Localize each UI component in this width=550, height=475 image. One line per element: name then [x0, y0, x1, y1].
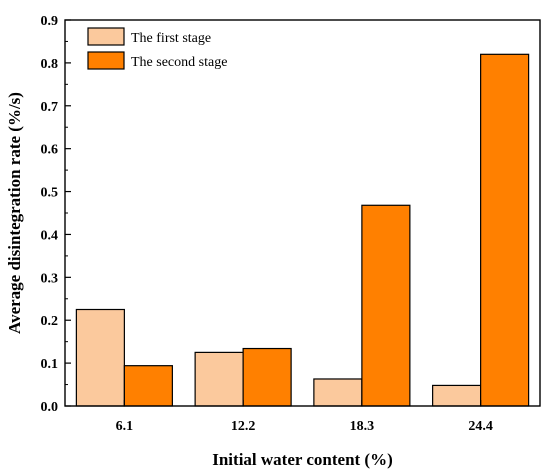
x-axis: 6.1 12.2 18.3 24.4 [116, 400, 493, 434]
legend-swatch-first-stage [87, 27, 125, 46]
x-tick-label-3: 24.4 [468, 419, 493, 434]
y-tick-label-5: 0.5 [41, 186, 59, 201]
bar-second-stage-1 [242, 347, 292, 407]
bar-second-stage-3 [480, 53, 530, 407]
y-tick-label-0: 0.0 [41, 400, 59, 415]
x-tick-label-0: 6.1 [116, 419, 134, 434]
bar-first-stage-0 [75, 308, 125, 407]
y-tick-label-3: 0.3 [41, 271, 59, 286]
bar-first-stage-2 [313, 378, 363, 407]
bar-second-stage-2 [361, 204, 411, 407]
y-axis-title: Average disintegration rate (%/s) [5, 92, 24, 334]
bar-second-stage-0 [123, 365, 173, 407]
x-tick-label-2: 18.3 [350, 419, 375, 434]
y-tick-label-8: 0.8 [41, 57, 59, 72]
x-tick-label-1: 12.2 [231, 419, 256, 434]
y-axis: 0.0 0.1 0.2 0.3 0.4 0.5 0.6 0.7 0.8 0.9 [41, 14, 71, 415]
plot-frame [64, 19, 541, 407]
y-tick-label-9: 0.9 [41, 14, 59, 29]
y-tick-label-1: 0.1 [41, 357, 59, 372]
y-tick-label-6: 0.6 [41, 143, 59, 158]
legend-label-first-stage: The first stage [131, 31, 211, 46]
y-tick-label-7: 0.7 [41, 100, 59, 115]
legend-label-second-stage: The second stage [131, 55, 227, 70]
bars-group [75, 53, 530, 407]
bar-first-stage-1 [194, 351, 244, 407]
legend: The first stage The second stage [87, 27, 227, 70]
x-axis-title: Initial water content (%) [212, 450, 393, 469]
y-tick-label-4: 0.4 [41, 228, 59, 243]
legend-swatch-second-stage [87, 51, 125, 70]
bar-first-stage-3 [432, 384, 482, 407]
y-tick-label-2: 0.2 [41, 314, 59, 329]
